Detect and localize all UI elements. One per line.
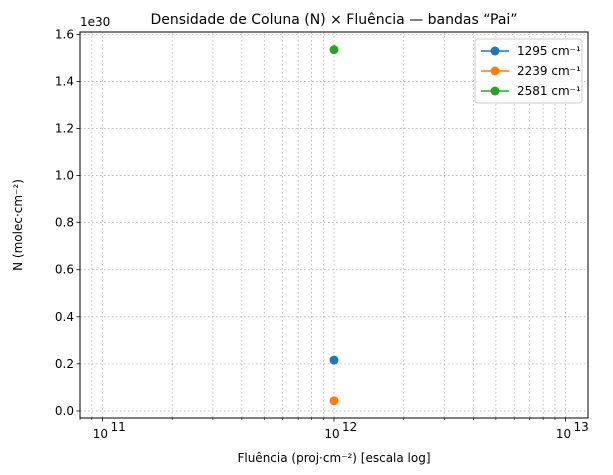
data-point bbox=[329, 396, 339, 406]
legend-box bbox=[474, 38, 583, 104]
x-axis-label: Fluência (proj·cm⁻²) [escala log] bbox=[237, 451, 430, 465]
data-point bbox=[329, 355, 339, 365]
legend-entry: 1295 cm⁻¹ bbox=[517, 44, 581, 58]
legend: 1295 cm⁻¹ 2239 cm⁻¹ 2581 cm⁻¹ bbox=[474, 38, 583, 104]
x-tick-label: 10 bbox=[556, 427, 571, 441]
y-tick-label: 0.4 bbox=[55, 310, 74, 324]
y-tick-label: 1.6 bbox=[55, 27, 74, 41]
y-tick-label: 1.4 bbox=[55, 74, 74, 88]
x-tick-exponent: 11 bbox=[110, 420, 125, 434]
axes: 10 11 10 12 10 130.00.20.40.60.81.01.21.41.6 bbox=[55, 27, 589, 441]
y-tick-label: 0.2 bbox=[55, 357, 74, 371]
y-tick-label: 0.8 bbox=[55, 216, 74, 230]
y-offset-label: 1e30 bbox=[80, 15, 110, 29]
chart-title: Densidade de Coluna (N) × Fluência — ban… bbox=[150, 12, 517, 28]
data-marks bbox=[329, 45, 339, 406]
y-axis-label: N (molec·cm⁻²) bbox=[11, 179, 25, 271]
x-tick-label: 10 bbox=[324, 427, 339, 441]
y-tick-label: 0.6 bbox=[55, 263, 74, 277]
x-tick-exponent: 13 bbox=[574, 420, 589, 434]
data-point bbox=[329, 45, 339, 55]
legend-marker bbox=[490, 46, 500, 56]
y-tick-label: 1.0 bbox=[55, 169, 74, 183]
x-tick-label: 10 bbox=[93, 427, 108, 441]
x-tick-exponent: 12 bbox=[342, 420, 357, 434]
y-tick-label: 1.2 bbox=[55, 122, 74, 136]
legend-marker bbox=[490, 86, 500, 96]
legend-entry: 2239 cm⁻¹ bbox=[517, 64, 581, 78]
legend-marker bbox=[490, 66, 500, 76]
legend-entry: 2581 cm⁻¹ bbox=[517, 84, 581, 98]
y-tick-label: 0.0 bbox=[55, 404, 74, 418]
